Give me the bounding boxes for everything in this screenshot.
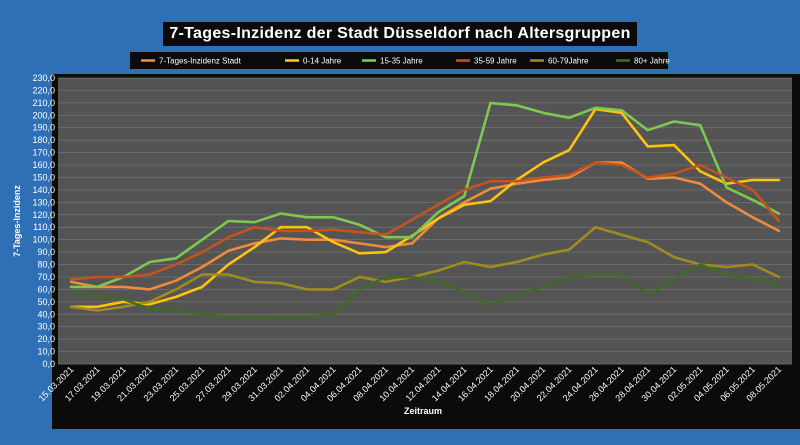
y-tick-label: 20,0 xyxy=(37,334,55,344)
y-tick-label: 30,0 xyxy=(37,322,55,332)
chart-title: 7-Tages-Inzidenz der Stadt Düsseldorf na… xyxy=(163,22,637,46)
series-layer xyxy=(69,101,781,320)
legend-label: 0-14 Jahre xyxy=(303,57,342,66)
y-tick-label: 50,0 xyxy=(37,297,55,307)
series-line-2 xyxy=(69,107,781,309)
legend-label: 15-35 Jahre xyxy=(380,57,423,66)
y-tick-label: 160,0 xyxy=(32,160,55,170)
plot-area xyxy=(58,78,792,364)
y-axis-label: 7-Tages-Inzidenz xyxy=(12,185,22,257)
legend-label: 7-Tages-Inzidenz Stadt xyxy=(159,57,242,66)
series-line-3 xyxy=(69,101,781,289)
y-tick-label: 120,0 xyxy=(32,210,55,220)
y-tick-label: 110,0 xyxy=(33,222,55,232)
grid-layer xyxy=(58,77,792,365)
y-tick-label: 170,0 xyxy=(32,148,55,158)
legend-label: 80+ Jahre xyxy=(634,57,670,66)
y-tick-label: 230,0 xyxy=(32,73,55,83)
legend-background xyxy=(130,52,668,69)
series-line-6 xyxy=(69,263,781,320)
y-tick-label: 190,0 xyxy=(32,123,55,133)
y-tick-label: 80,0 xyxy=(37,260,55,270)
y-tick-layer: 0,0 10,0 20,0 30,0 40,0 50,0 60,0 70,0 80,0 90,0 1… xyxy=(32,73,55,369)
y-tick-label: 140,0 xyxy=(32,185,55,195)
y-tick-label: 10,0 xyxy=(37,347,55,357)
y-tick-label: 150,0 xyxy=(32,172,55,182)
legend-label: 60-79Jahre xyxy=(548,57,589,66)
y-tick-label: 200,0 xyxy=(32,110,55,120)
y-tick-label: 60,0 xyxy=(37,284,55,294)
y-tick-label: 130,0 xyxy=(32,197,55,207)
series-line-5 xyxy=(69,225,781,312)
legend-layer: 7-Tages-Inzidenz Stadt 0-14 Jahre 15-35 Ja… xyxy=(141,57,670,66)
series-line-4 xyxy=(69,161,781,281)
y-tick-label: 210,0 xyxy=(32,98,55,108)
x-axis-label-box xyxy=(398,404,448,418)
y-tick-label: 70,0 xyxy=(37,272,55,282)
y-tick-label: 0,0 xyxy=(42,359,55,369)
series-line-1 xyxy=(69,161,781,291)
x-axis-label: Zeitraum xyxy=(403,406,442,416)
legend-label: 35-59 Jahre xyxy=(474,57,517,66)
y-tick-label: 220,0 xyxy=(32,85,55,95)
y-tick-label: 180,0 xyxy=(32,135,55,145)
y-tick-label: 100,0 xyxy=(32,235,55,245)
y-tick-label: 90,0 xyxy=(37,247,55,257)
y-tick-label: 40,0 xyxy=(37,309,55,319)
